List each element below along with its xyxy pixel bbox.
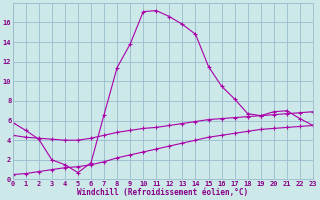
X-axis label: Windchill (Refroidissement éolien,°C): Windchill (Refroidissement éolien,°C) [77,188,248,197]
